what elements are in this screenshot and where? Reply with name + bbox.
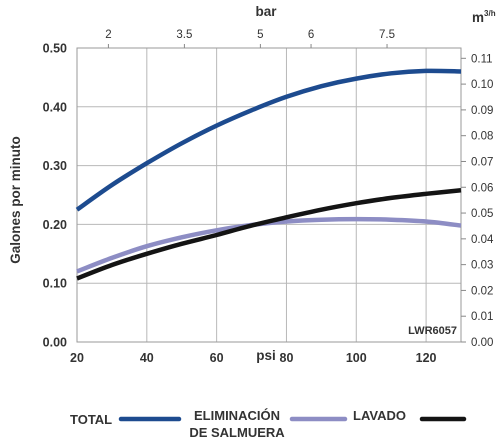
top-axis-title: bar xyxy=(255,4,277,19)
series-line-total xyxy=(75,68,462,212)
right-tick-label: 0.02 xyxy=(471,285,493,297)
right-tick-label: 0.03 xyxy=(471,260,493,272)
legend-label-total: TOTAL xyxy=(70,412,112,427)
x-axis-ticks: 20 40 60 80 100 120 xyxy=(70,351,437,365)
right-tick-label: 0.07 xyxy=(471,156,493,168)
x-tick-label: 120 xyxy=(416,351,437,365)
legend: TOTAL ELIMINACIÓN DE SALMUERA LAVADO xyxy=(70,408,467,440)
top-tick-label: 7.5 xyxy=(379,29,395,41)
grid xyxy=(76,47,461,343)
right-tick-label: 0.05 xyxy=(471,208,493,220)
series-layer xyxy=(75,68,462,281)
right-tick-label: 0.09 xyxy=(471,105,493,117)
right-tick-label: 0.10 xyxy=(471,79,493,91)
y-tick-label: 0.50 xyxy=(43,42,67,56)
series-line-lavado xyxy=(76,188,462,281)
x-tick-label: 100 xyxy=(346,351,367,365)
y-tick-label: 0.40 xyxy=(43,100,67,114)
legend-label-salmuera: DE SALMUERA xyxy=(189,425,285,440)
right-axis-ticks: 0.00 0.01 0.02 0.03 0.04 0.05 0.06 0.07 0.08 0.09… xyxy=(461,53,494,349)
legend-label-lavado: LAVADO xyxy=(353,408,406,423)
top-tick-label: 5 xyxy=(257,29,263,41)
y-tick-label: 0.00 xyxy=(43,336,67,350)
y-tick-label: 0.20 xyxy=(43,218,67,232)
x-tick-label: 20 xyxy=(70,351,84,365)
top-axis-ticks: 2 3.5 5 6 7.5 xyxy=(105,29,395,48)
right-tick-label: 0.11 xyxy=(471,53,493,65)
right-tick-label: 0.01 xyxy=(471,311,493,323)
y-axis-title: Galones por minuto xyxy=(8,136,23,264)
plot-frame xyxy=(76,47,462,343)
x-tick-label: 80 xyxy=(280,351,294,365)
x-tick-label: 60 xyxy=(210,351,224,365)
right-tick-label: 0.00 xyxy=(471,337,493,349)
top-tick-label: 6 xyxy=(308,29,314,41)
right-axis-title: m3/h xyxy=(472,9,496,25)
right-tick-label: 0.04 xyxy=(471,234,494,246)
top-tick-label: 2 xyxy=(105,29,111,41)
x-axis-title: psi xyxy=(256,348,276,363)
y-tick-label: 0.10 xyxy=(43,277,67,291)
right-tick-label: 0.06 xyxy=(471,182,493,194)
y-tick-label: 0.30 xyxy=(43,159,67,173)
x-tick-label: 40 xyxy=(140,351,154,365)
top-tick-label: 3.5 xyxy=(176,29,192,41)
right-tick-label: 0.08 xyxy=(471,131,493,143)
y-axis-ticks: 0.00 0.10 0.20 0.30 0.40 0.50 xyxy=(43,42,67,350)
legend-label-eliminacion: ELIMINACIÓN xyxy=(194,408,280,423)
model-label: LWR6057 xyxy=(408,325,457,337)
